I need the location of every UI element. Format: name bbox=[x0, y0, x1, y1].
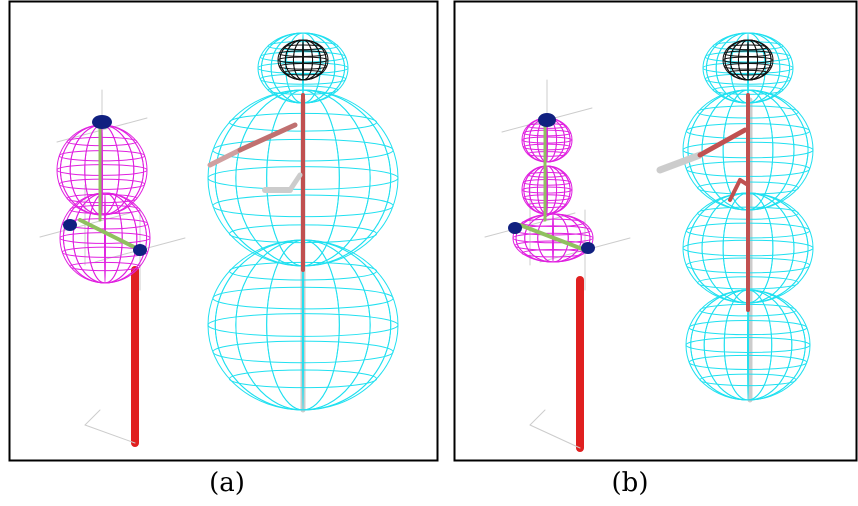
joint bbox=[133, 244, 147, 256]
figure-art bbox=[0, 0, 858, 506]
figure: (a) (b) bbox=[0, 0, 858, 506]
wire-meridian bbox=[547, 166, 548, 214]
joint bbox=[508, 222, 522, 234]
wire-meridian bbox=[303, 40, 304, 80]
joint bbox=[538, 113, 556, 127]
joint bbox=[92, 115, 112, 129]
panel-a-label: (a) bbox=[167, 468, 287, 498]
panel-b-label: (b) bbox=[570, 468, 690, 498]
joint bbox=[63, 219, 77, 231]
wire-meridian bbox=[105, 193, 106, 283]
wire-meridian bbox=[102, 125, 103, 215]
wire-meridian bbox=[748, 40, 749, 80]
joint bbox=[581, 242, 595, 254]
